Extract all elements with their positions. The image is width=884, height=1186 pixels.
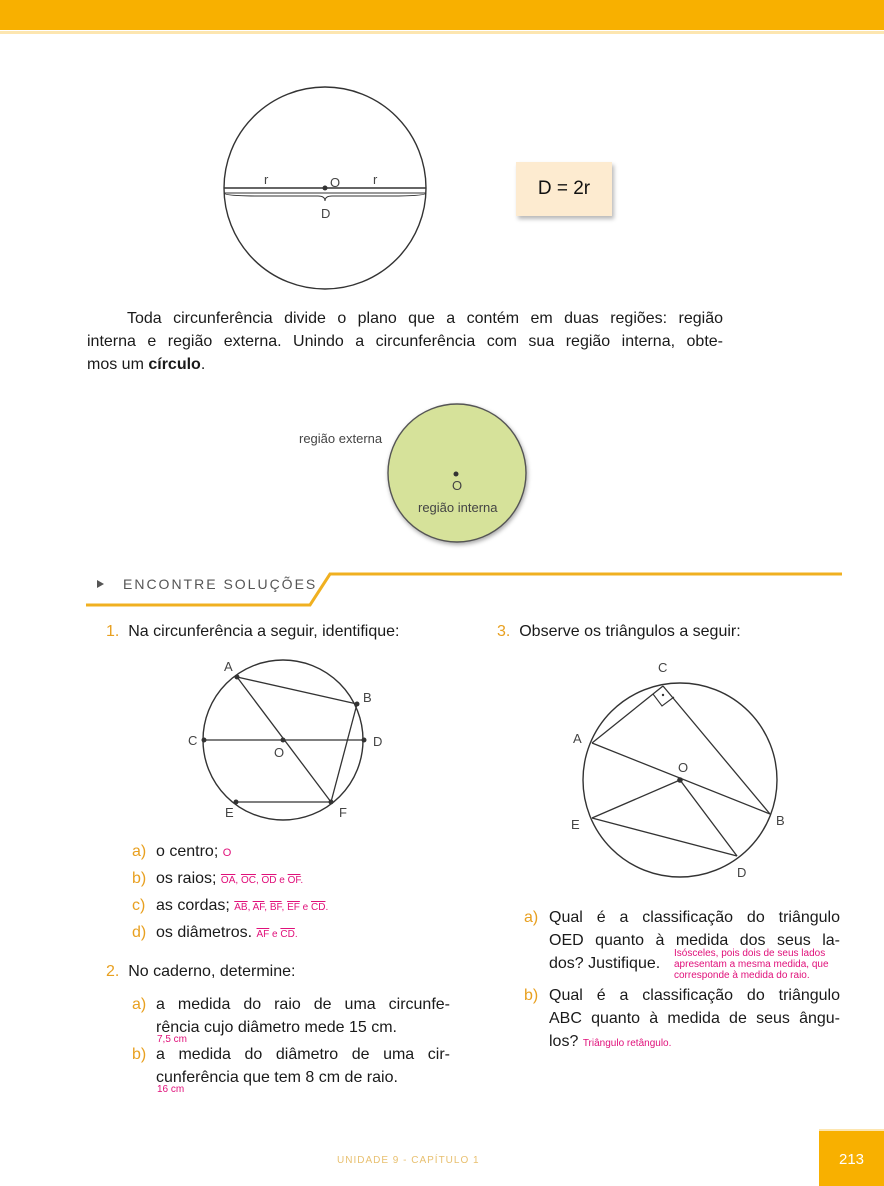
diameter-figure bbox=[223, 86, 427, 290]
external-region-label: região externa bbox=[299, 431, 383, 446]
q3-label-a: A bbox=[573, 731, 582, 746]
radius-label-right: r bbox=[373, 172, 378, 187]
q2-item-b: b) a medida do diâmetro de uma cir-cunfe… bbox=[132, 1046, 450, 1086]
q1-label-a: A bbox=[224, 659, 233, 674]
paragraph-line-3: mos um círculo. bbox=[87, 356, 206, 373]
top-bar bbox=[0, 0, 884, 30]
q1-answer-b: OA, OC, OD e OF. bbox=[220, 875, 304, 886]
circulo-term: círculo bbox=[148, 356, 201, 373]
q1-label-b: B bbox=[363, 690, 372, 705]
question-1: 1. Na circunferência a seguir, identifiq… bbox=[106, 623, 400, 640]
q3-label-e: E bbox=[571, 817, 580, 832]
q1-label-o: O bbox=[274, 745, 285, 760]
page-box bbox=[819, 1131, 884, 1186]
q1-answer-d: AF e CD. bbox=[256, 929, 298, 940]
top-bar-shadow bbox=[0, 31, 884, 34]
diameter-label: D bbox=[321, 206, 331, 221]
q3-item-b: b) Qual é a classificação do triângulo AB… bbox=[524, 987, 840, 1050]
q3-answer-a: Isósceles, pois dois de seus lados apres… bbox=[674, 948, 829, 981]
triangles-figure bbox=[582, 682, 778, 878]
question-2: 2. No caderno, determine: bbox=[106, 963, 296, 980]
q1-item-d: d) os diâmetros. AF e CD. bbox=[132, 924, 298, 941]
q1-answer-c: AB, AF, BF, EF e CD. bbox=[234, 902, 329, 913]
q1-label-f: F bbox=[339, 805, 347, 820]
q1-label-c: C bbox=[188, 733, 198, 748]
q2-answer-b: 16 cm bbox=[157, 1084, 185, 1095]
q3-answer-b: Triângulo retângulo. bbox=[582, 1038, 672, 1049]
circle-chords-figure bbox=[201, 659, 367, 821]
q3-label-d: D bbox=[737, 865, 747, 880]
formula-box: D = 2r bbox=[516, 162, 612, 216]
paragraph-line-1: Toda circunferência divide o plano que a… bbox=[127, 310, 723, 327]
triangle-bullet-icon bbox=[97, 580, 104, 588]
radius-label-left: r bbox=[264, 172, 269, 187]
q3-item-a: a) Qual é a classificação do triângulo OE… bbox=[524, 909, 840, 972]
q1-item-a: a) o centro; O bbox=[132, 843, 232, 860]
paragraph: Toda circunferência divide o plano que a… bbox=[87, 307, 723, 376]
footer-chapter: UNIDADE 9 - CAPÍTULO 1 bbox=[337, 1155, 480, 1166]
q3-label-o: O bbox=[678, 760, 689, 775]
q1-item-b: b) os raios; OA, OC, OD e OF. bbox=[132, 870, 304, 887]
q3-label-b: B bbox=[776, 813, 785, 828]
section-header-line bbox=[86, 572, 842, 607]
q2-answer-a: 7,5 cm bbox=[157, 1034, 188, 1045]
q1-label-e: E bbox=[225, 805, 234, 820]
internal-region-label: região interna bbox=[418, 500, 498, 515]
q1-answer-a: O bbox=[222, 847, 232, 859]
q3-label-c: C bbox=[658, 660, 668, 675]
formula-text: D = 2r bbox=[537, 178, 591, 199]
section-title: ENCONTRE SOLUÇÕES bbox=[123, 576, 318, 592]
q1-item-c: c) as cordas; AB, AF, BF, EF e CD. bbox=[132, 897, 329, 914]
page-number: 213 bbox=[838, 1151, 865, 1168]
question-3: 3. Observe os triângulos a seguir: bbox=[497, 623, 741, 640]
disk-center-label: O bbox=[452, 478, 463, 493]
paragraph-line-2: interna e região externa. Unindo a circu… bbox=[87, 333, 723, 350]
center-label: O bbox=[330, 175, 341, 190]
disk-figure bbox=[387, 403, 527, 543]
q1-label-d: D bbox=[373, 734, 383, 749]
q2-item-a: a) a medida do raio de uma circunfe-rênc… bbox=[132, 996, 450, 1036]
